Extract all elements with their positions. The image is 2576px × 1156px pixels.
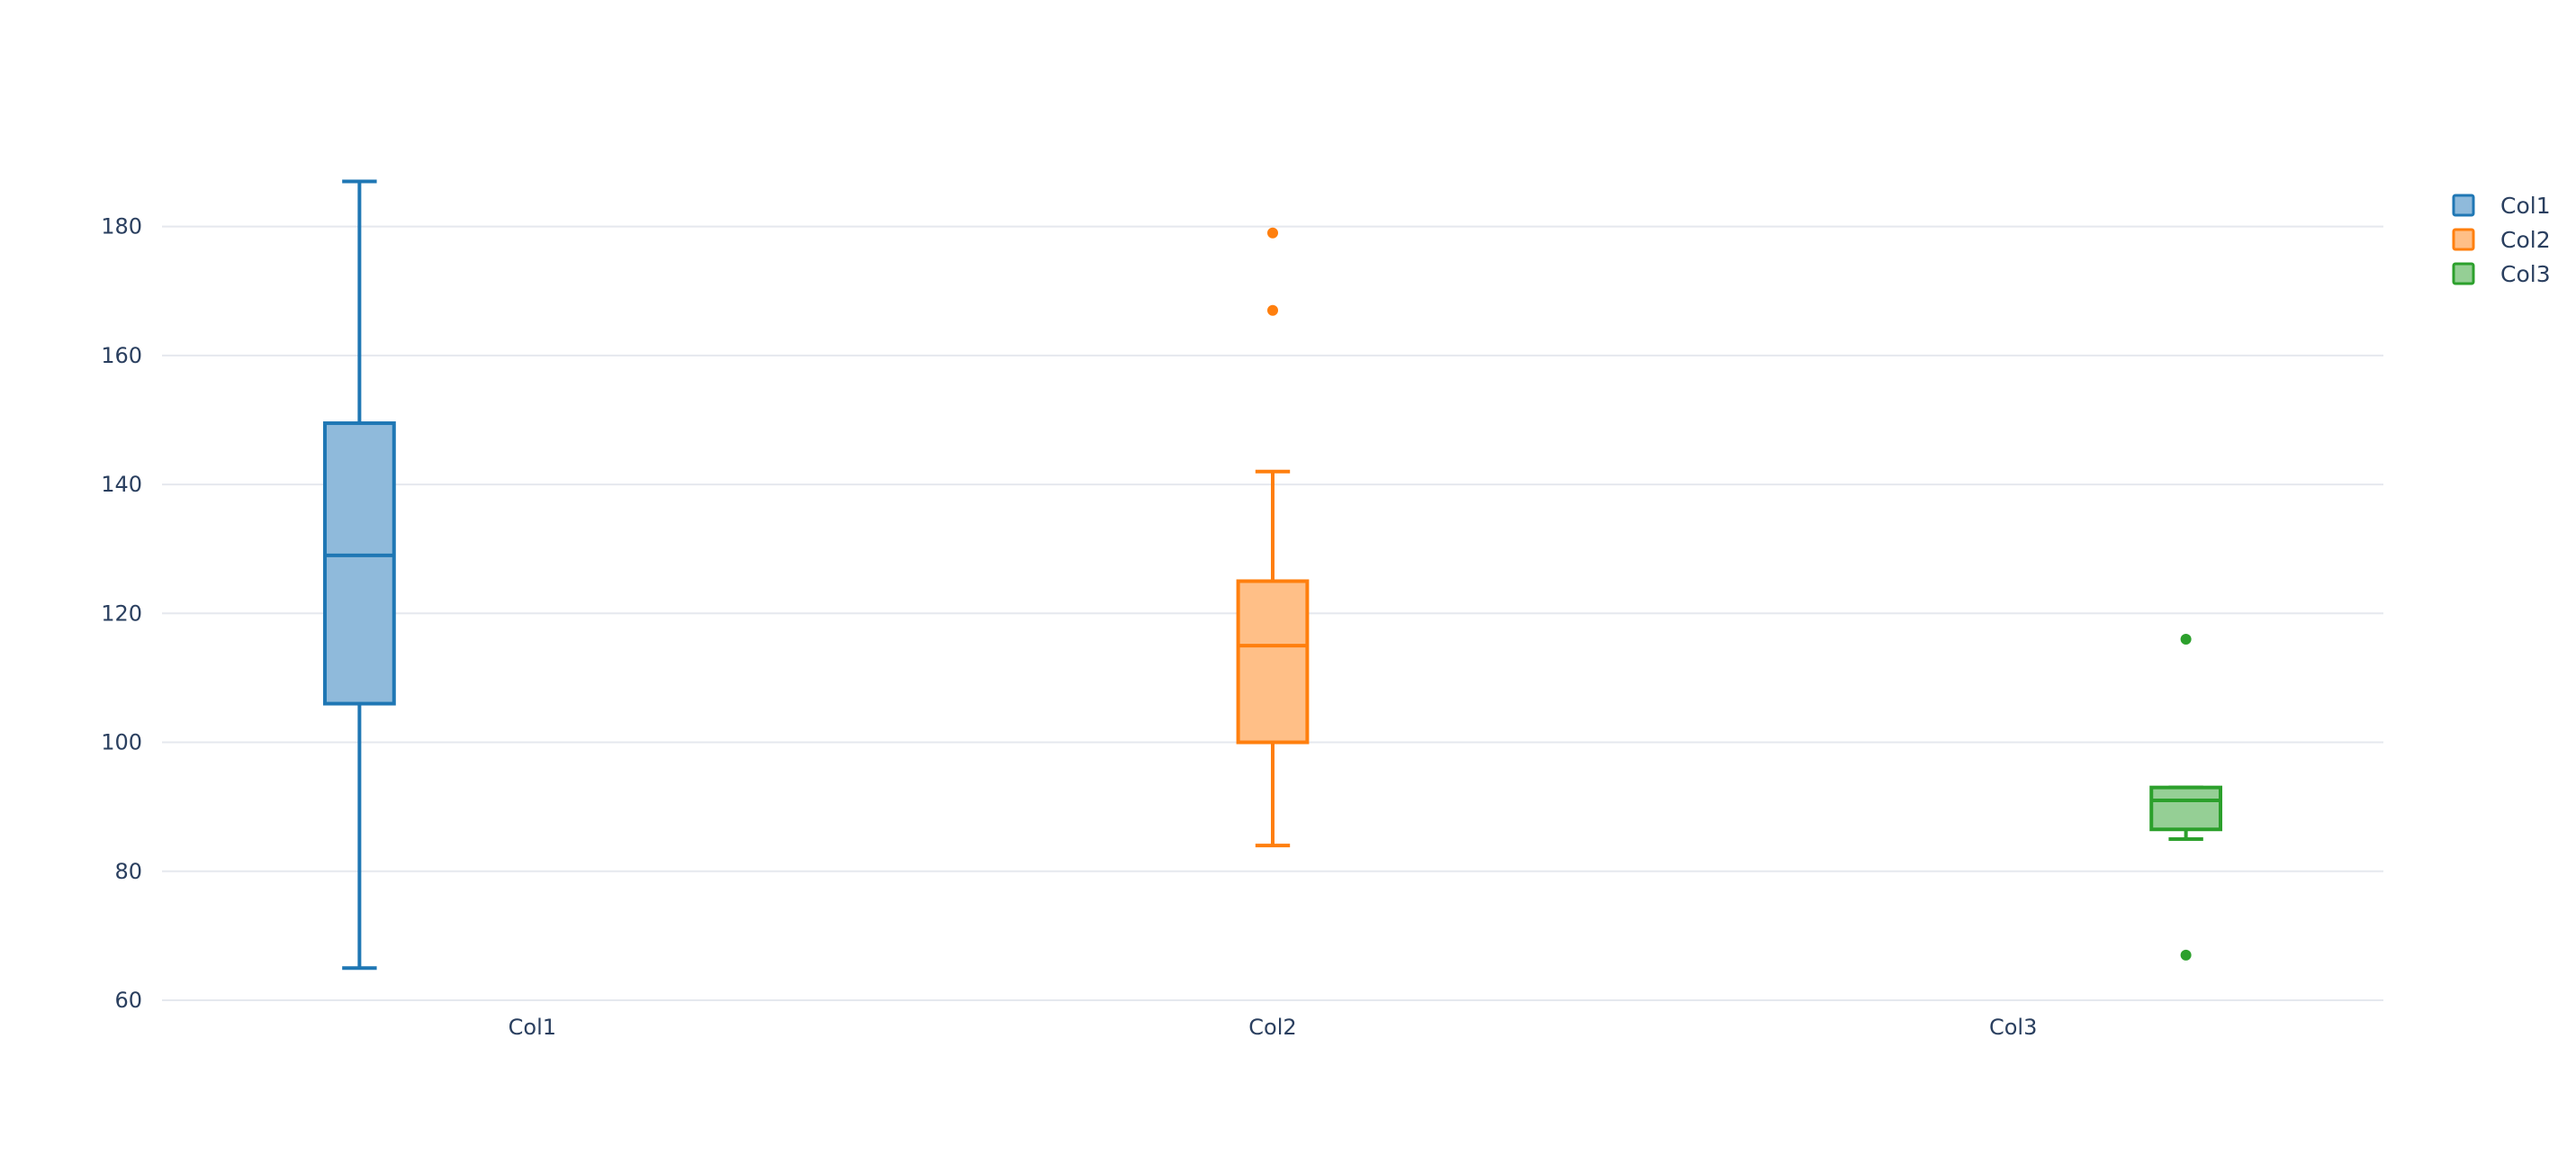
legend-swatch	[2452, 228, 2475, 251]
y-axis: 60 80 100 120 140 160 180	[101, 214, 142, 1013]
legend-item-col1[interactable]: Col1	[2452, 193, 2551, 219]
x-tick-label: Col2	[1248, 1015, 1296, 1040]
legend-label: Col2	[2500, 227, 2551, 253]
legend-label: Col1	[2500, 193, 2551, 219]
outlier-point[interactable]	[2180, 633, 2192, 645]
y-tick-label: 100	[101, 730, 142, 755]
x-tick-label: Col3	[1989, 1015, 2037, 1040]
legend[interactable]: Col1 Col2 Col3	[2452, 193, 2551, 287]
y-tick-label: 180	[101, 214, 142, 239]
x-tick-label: Col1	[509, 1015, 556, 1040]
legend-swatch	[2452, 194, 2475, 217]
legend-swatch	[2452, 262, 2475, 285]
outlier-point[interactable]	[1267, 227, 1278, 239]
box-iqr[interactable]	[1236, 579, 1310, 745]
y-tick-label: 60	[114, 988, 142, 1013]
y-tick-label: 120	[101, 601, 142, 626]
y-tick-label: 160	[101, 343, 142, 368]
y-tick-label: 80	[114, 859, 142, 884]
plot-area[interactable]	[322, 179, 2223, 971]
box-iqr[interactable]	[2149, 785, 2223, 832]
box-col2[interactable]	[1236, 227, 1310, 848]
box-iqr[interactable]	[322, 421, 396, 706]
box-col3[interactable]	[2149, 633, 2223, 961]
legend-label: Col3	[2500, 261, 2551, 287]
outlier-point[interactable]	[1267, 304, 1278, 316]
x-axis: Col1 Col2 Col3	[509, 1015, 2038, 1040]
y-tick-label: 140	[101, 472, 142, 497]
legend-item-col3[interactable]: Col3	[2452, 261, 2551, 287]
box-col1[interactable]	[322, 179, 396, 971]
legend-item-col2[interactable]: Col2	[2452, 227, 2551, 253]
outlier-point[interactable]	[2180, 949, 2192, 961]
